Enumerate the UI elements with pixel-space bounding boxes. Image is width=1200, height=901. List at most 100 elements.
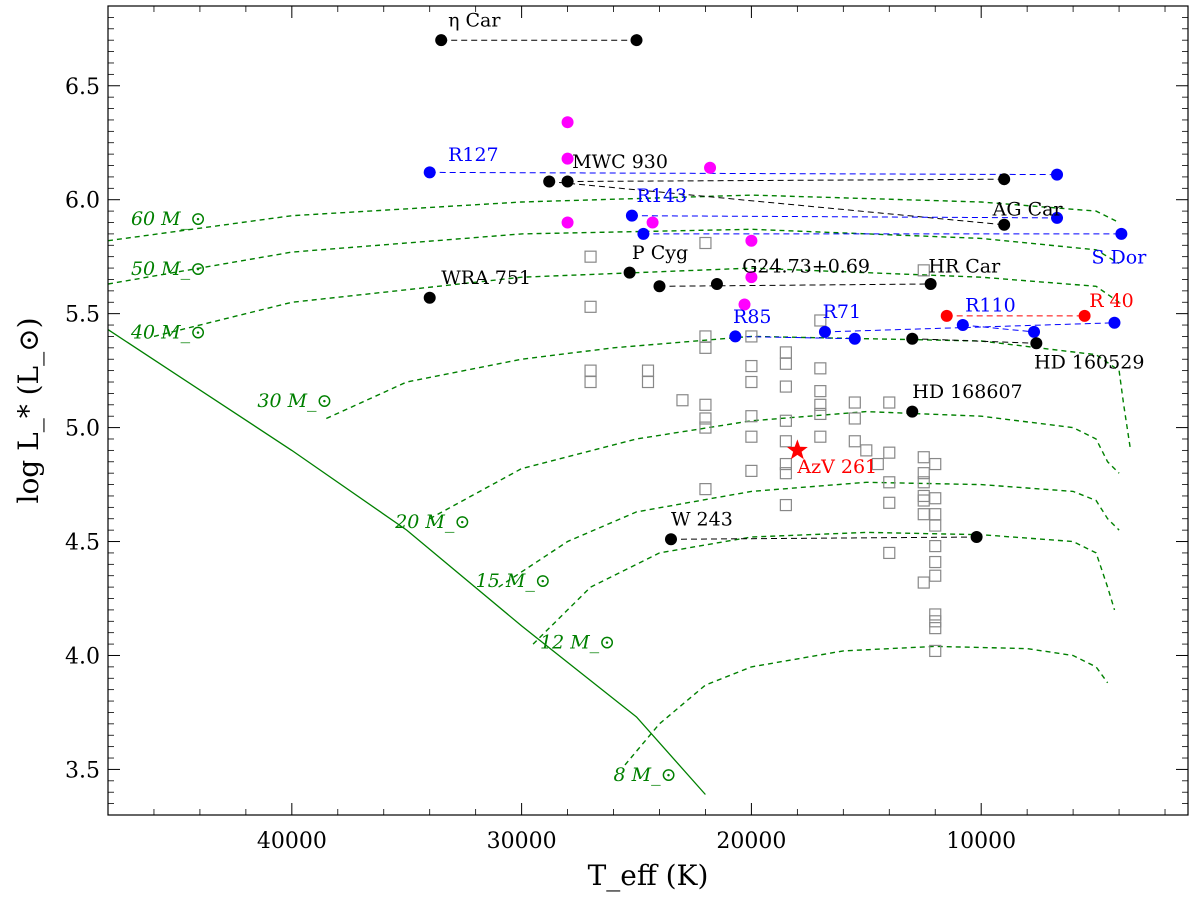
- point-azv-261: [786, 439, 808, 460]
- point-r110: [1028, 325, 1041, 338]
- gray-square-marker: [745, 410, 758, 423]
- label-hd-160529: HD 160529: [1034, 351, 1144, 373]
- magenta-point: [646, 216, 659, 229]
- gray-square-marker: [883, 446, 896, 459]
- magenta-point: [738, 298, 751, 311]
- label-g24-73-0-69: G24.73+0.69: [742, 256, 870, 278]
- y-tick-label: 4.0: [65, 644, 100, 669]
- track-50-msun: [108, 228, 1120, 285]
- magenta-point: [561, 116, 574, 129]
- gray-square-marker: [929, 555, 942, 569]
- gray-square-marker: [871, 457, 884, 471]
- gray-square-marker: [745, 330, 758, 343]
- gray-square-marker: [917, 467, 930, 480]
- gray-square-marker: [929, 519, 942, 532]
- gray-square-marker: [745, 359, 758, 373]
- track-label-8-m: 8 M_⊙: [614, 764, 677, 786]
- line-r71: [824, 322, 1115, 333]
- label-w-243: W 243: [671, 509, 733, 531]
- track-label-20-m: 20 M_⊙: [394, 511, 470, 533]
- gray-square-marker: [584, 300, 597, 313]
- star-connection-lines: [429, 39, 1122, 540]
- point-r71: [1108, 316, 1121, 329]
- gray-square-marker: [641, 375, 655, 389]
- line-g24-73-0-69: [659, 283, 931, 287]
- point-r143: [1051, 211, 1064, 224]
- y-axis-label: log L_* (L_⊙): [12, 317, 45, 503]
- gray-square-marker: [779, 435, 792, 448]
- track-label-50-m: 50 M_⊙: [131, 258, 206, 280]
- evolutionary-tracks: [108, 194, 1132, 795]
- label-hr-car: HR Car: [928, 256, 1001, 278]
- label-s-dor: S Dor: [1091, 247, 1147, 269]
- star-labels: 60 M_⊙ 50 M_⊙ 40 M_⊙ 30 M_⊙ 20 M_⊙ 15 M_⊙ 12 M…: [130, 10, 1147, 786]
- gray-square-marker: [917, 264, 930, 277]
- label-r71: R71: [823, 301, 861, 323]
- line-r127: [429, 171, 1058, 176]
- label-r143: R143: [637, 185, 688, 207]
- point-w-243: [970, 530, 983, 543]
- gray-square-marker: [779, 457, 792, 471]
- gray-square-marker: [814, 314, 827, 327]
- track-label-40-m: 40 M_⊙: [130, 322, 206, 344]
- axes: 3.5 4.0 4.5 5.0 5.5 6.0 6.5 40000 30000 20000 1000…: [12, 5, 1189, 892]
- gray-square-marker: [883, 546, 896, 560]
- gray-square-marker: [814, 385, 827, 398]
- track-8-msun: [624, 645, 1109, 766]
- zams-line: [108, 329, 706, 795]
- line-ag-car: [549, 181, 1005, 226]
- track-40-msun: [153, 267, 1120, 338]
- gray-square-marker: [883, 496, 896, 509]
- gray-square-marker: [848, 412, 861, 425]
- gray-square-marker: [584, 250, 597, 263]
- x-tick-label: 20000: [716, 829, 786, 854]
- label-r127: R127: [448, 144, 499, 166]
- point-r127: [1051, 168, 1064, 181]
- gray-square-marker: [699, 412, 712, 425]
- magenta-point: [561, 152, 574, 165]
- x-tick-label: 40000: [257, 829, 327, 854]
- y-tick-label: 6.5: [65, 75, 100, 100]
- point-ag-car: [543, 175, 556, 188]
- gray-square-marker: [860, 444, 873, 457]
- gray-square-marker: [929, 457, 942, 471]
- label-wra-751: WRA 751: [441, 267, 531, 289]
- point-r127: [423, 166, 436, 179]
- gray-square-marker: [584, 375, 597, 389]
- gray-square-markers: [584, 236, 942, 658]
- line-w-243: [670, 536, 977, 540]
- line-mwc-930: [567, 178, 1005, 182]
- y-tick-label: 6.0: [65, 189, 100, 214]
- label-ag-car: AG Car: [992, 199, 1064, 221]
- y-tick-label: 4.5: [65, 531, 100, 556]
- point-g24-73-0-69: [653, 280, 666, 293]
- point-r85: [729, 330, 742, 343]
- point-w-243: [664, 533, 677, 546]
- gray-square-marker: [929, 615, 942, 628]
- line-r110: [962, 324, 1035, 333]
- gray-square-marker: [917, 476, 930, 489]
- gray-square-marker: [883, 396, 896, 409]
- track-30-msun: [326, 335, 1132, 451]
- gray-square-marker: [814, 398, 827, 411]
- y-tick-label: 3.5: [65, 758, 100, 783]
- label-r-40: R 40: [1089, 290, 1134, 312]
- point-mwc-930: [998, 173, 1011, 186]
- track-20-msun: [429, 410, 1120, 520]
- magenta-point: [745, 271, 758, 284]
- label-mwc-930: MWC 930: [572, 151, 668, 173]
- point-r110: [956, 319, 969, 332]
- point-r-40: [940, 309, 953, 322]
- gray-square-marker: [917, 451, 930, 464]
- track-label-60-m: 60 M_⊙: [131, 208, 206, 230]
- gray-square-marker: [917, 576, 930, 589]
- track-label-30-m: 30 M_⊙: [257, 390, 332, 412]
- gray-square-marker: [699, 483, 712, 496]
- gray-square-marker: [929, 569, 942, 582]
- point-p-cyg: [623, 266, 636, 279]
- gray-square-marker: [779, 498, 792, 512]
- gray-square-marker: [814, 407, 827, 421]
- track-label-15-m: 15 M_⊙: [476, 570, 551, 592]
- gray-square-marker: [779, 414, 792, 427]
